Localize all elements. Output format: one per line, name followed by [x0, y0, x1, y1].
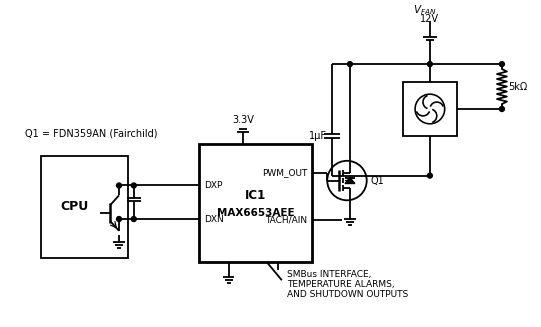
Text: TACH/AIN: TACH/AIN — [266, 215, 307, 225]
Circle shape — [499, 61, 504, 67]
Text: Q1 = FDN359AN (Fairchild): Q1 = FDN359AN (Fairchild) — [25, 128, 158, 138]
Text: SMBus INTERFACE,: SMBus INTERFACE, — [287, 270, 371, 279]
Circle shape — [427, 61, 432, 67]
Circle shape — [427, 173, 432, 178]
Polygon shape — [345, 178, 355, 183]
Text: TEMPERATURE ALARMS,: TEMPERATURE ALARMS, — [287, 280, 394, 289]
Text: DXP: DXP — [204, 181, 222, 190]
Text: DXN: DXN — [204, 215, 223, 224]
Circle shape — [499, 107, 504, 112]
Text: 3.3V: 3.3V — [233, 115, 254, 125]
Bar — [403, 82, 457, 136]
Circle shape — [347, 61, 352, 67]
Text: AND SHUTDOWN OUTPUTS: AND SHUTDOWN OUTPUTS — [287, 289, 408, 299]
Bar — [41, 156, 128, 258]
Text: 5kΩ: 5kΩ — [508, 81, 527, 92]
Circle shape — [131, 216, 136, 221]
Text: MAX6653AEE: MAX6653AEE — [217, 208, 294, 218]
Bar — [199, 144, 313, 263]
Text: CPU: CPU — [60, 200, 88, 213]
Circle shape — [131, 183, 136, 188]
Text: Q1: Q1 — [371, 176, 385, 185]
Circle shape — [116, 216, 122, 221]
Text: 1μF: 1μF — [309, 131, 327, 141]
Text: 12V: 12V — [420, 14, 439, 24]
Circle shape — [116, 183, 122, 188]
Text: PWM_OUT: PWM_OUT — [262, 168, 307, 177]
Text: IC1: IC1 — [245, 189, 266, 202]
Text: $V_{FAN}$: $V_{FAN}$ — [413, 3, 437, 17]
